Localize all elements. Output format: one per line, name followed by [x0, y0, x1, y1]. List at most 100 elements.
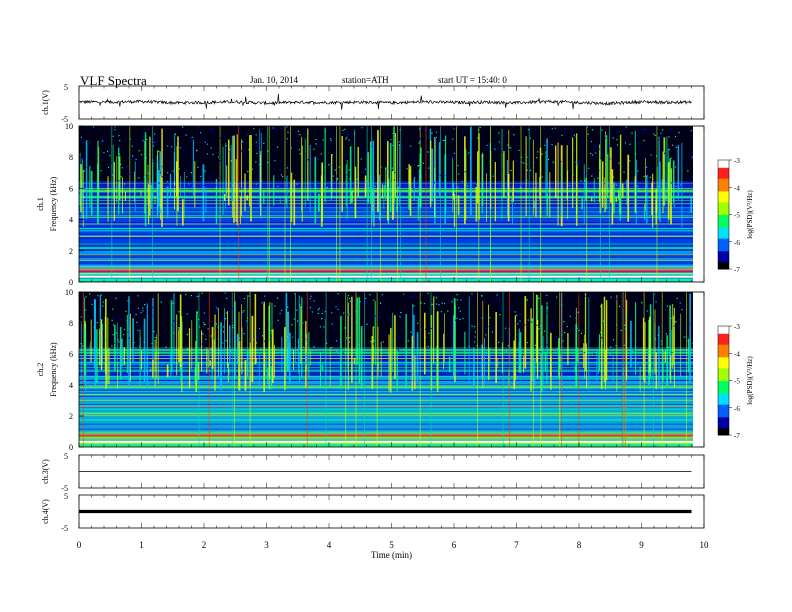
- ch2-colorbar-cell: [718, 431, 729, 434]
- ch3-ytick-label: -5: [61, 484, 68, 493]
- ch2-speckle: [333, 321, 335, 323]
- ch1-speckle: [471, 165, 473, 167]
- ch1-speckle: [492, 147, 494, 149]
- ch1-speckle: [153, 141, 155, 143]
- ch2-speckle: [215, 323, 217, 325]
- ch1-speckle: [145, 157, 147, 159]
- ch2-speckle: [489, 348, 491, 350]
- ch1-speckle: [313, 148, 315, 150]
- ch1-speckle: [232, 184, 234, 186]
- ch1-colorbar-label: log(PSD)(V²/Hz): [746, 190, 754, 239]
- ch2-speckle: [545, 350, 547, 352]
- ch2-speckle: [200, 343, 202, 345]
- ch2-speckle: [96, 299, 98, 301]
- ch2-speckle: [546, 350, 548, 353]
- ch2-speckle: [133, 341, 135, 344]
- ch2-colorbar-cell: [718, 356, 729, 360]
- ch1-speckle: [307, 159, 309, 161]
- ch1-speckle: [347, 134, 349, 136]
- ch2-speckle: [294, 293, 296, 295]
- ch1-speckle: [666, 178, 668, 180]
- ch2-speckle: [499, 314, 501, 316]
- ch1-speckle: [584, 180, 586, 182]
- ch2-speckle: [319, 326, 321, 328]
- ch2-speckle: [440, 310, 442, 313]
- ch1-colorbar-cell: [718, 189, 729, 192]
- ch1-speckle: [578, 162, 580, 164]
- ch1-speckle: [690, 129, 692, 132]
- ch1-speckle: [637, 185, 639, 187]
- ch1-speckle: [637, 143, 640, 145]
- ch1-speckle: [482, 155, 484, 157]
- ch2-speckle: [140, 312, 142, 314]
- ch2-speckle: [331, 346, 333, 349]
- ch1-ytick-label: 6: [69, 184, 73, 193]
- ch2-speckle: [435, 303, 438, 305]
- ch1-ytick-label: 2: [69, 247, 73, 256]
- date-label: Jan. 10, 2014: [250, 75, 298, 85]
- ch2-speckle: [151, 306, 154, 309]
- ch2-speckle: [299, 350, 301, 352]
- ch1-speckle: [394, 172, 396, 174]
- ch1-speckle: [604, 138, 607, 140]
- ch1-speckle: [248, 149, 250, 151]
- ch1-speckle: [146, 138, 148, 141]
- ch2-speckle: [321, 312, 323, 315]
- ch2-speckle: [374, 315, 377, 317]
- ch1-speckle: [575, 164, 577, 167]
- ch1-speckle: [398, 144, 400, 146]
- ch2-speckle: [269, 324, 271, 326]
- ch2-speckle: [541, 332, 543, 334]
- ch1-speckle: [603, 182, 605, 184]
- ch2-speckle: [324, 294, 326, 297]
- ch1-speckle: [575, 161, 577, 163]
- ch1-speckle: [346, 136, 348, 139]
- ch2-colorbar-cell: [718, 396, 729, 400]
- ch1-colorbar-cell: [718, 179, 729, 183]
- ch2-speckle: [687, 340, 689, 342]
- ch2-speckle: [681, 324, 683, 326]
- ch1-speckle: [145, 175, 147, 177]
- ch2-speckle: [380, 347, 382, 350]
- ch2-colorbar-cell: [718, 389, 729, 392]
- ch1-speckle: [543, 127, 545, 129]
- ch2-speckle: [666, 305, 669, 307]
- ch2-speckle: [279, 312, 281, 315]
- ch1-speckle: [637, 188, 640, 190]
- ch2-strong-line: [79, 440, 693, 443]
- ch2-speckle: [562, 340, 564, 342]
- ch2-speckle: [594, 322, 596, 324]
- ch2-speckle: [173, 320, 175, 322]
- ch1-strong-line: [79, 275, 693, 278]
- ch1-speckle: [410, 145, 412, 147]
- ch1-speckle: [435, 131, 438, 133]
- ch2-speckle: [462, 317, 464, 320]
- ch2-speckle: [329, 340, 331, 342]
- ch2-speckle: [603, 320, 605, 322]
- ch1-speckle: [389, 188, 391, 190]
- ch1-speckle: [625, 126, 627, 128]
- ch2-speckle: [102, 305, 104, 307]
- ch1-speckle: [363, 171, 365, 174]
- ch1-speckle: [593, 145, 596, 147]
- ch2-speckle: [131, 311, 134, 313]
- ch2-speckle: [507, 345, 510, 347]
- ch2-speckle: [505, 350, 507, 352]
- ch2-speckle: [624, 324, 626, 326]
- time-tick-label: 6: [452, 540, 457, 550]
- ch2-speckle: [560, 304, 563, 306]
- ch1-speckle: [451, 156, 453, 159]
- ch2-speckle: [318, 307, 321, 309]
- ch2-speckle: [304, 338, 306, 340]
- ch2-speckle: [557, 347, 559, 350]
- ch2-speckle: [381, 294, 383, 296]
- ch1-speckle: [331, 179, 333, 181]
- ch1-speckle: [552, 161, 554, 163]
- ch2-speckle: [246, 324, 248, 326]
- ch2-speckle: [190, 294, 192, 297]
- ch2-colorbar-cell: [718, 391, 729, 394]
- ch2-speckle: [424, 328, 427, 330]
- ch1-speckle: [419, 141, 421, 143]
- ch1-speckle: [118, 153, 121, 155]
- ch2-speckle: [203, 323, 206, 326]
